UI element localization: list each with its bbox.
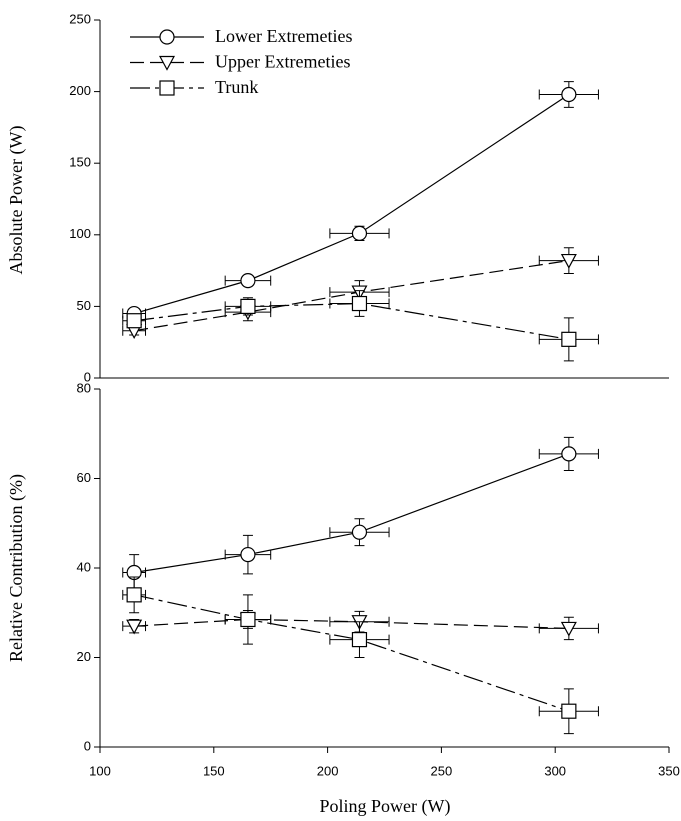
marker xyxy=(159,80,175,96)
marker xyxy=(240,611,256,628)
series-line xyxy=(134,259,569,332)
legend-label: Lower Extremeties xyxy=(215,26,352,46)
x-tick-label: 200 xyxy=(317,763,339,778)
y-tick-label: 250 xyxy=(69,11,91,26)
marker xyxy=(158,55,176,71)
y-axis-label: Absolute Power (W) xyxy=(6,126,27,275)
marker xyxy=(561,331,577,347)
y-tick-label: 40 xyxy=(77,559,91,574)
marker xyxy=(126,587,142,603)
marker xyxy=(351,524,368,540)
series-line xyxy=(134,302,569,340)
marker xyxy=(561,86,577,103)
y-tick-label: 20 xyxy=(77,649,91,664)
marker xyxy=(351,225,368,241)
y-tick-label: 60 xyxy=(77,470,91,485)
y-tick-label: 100 xyxy=(69,226,91,241)
x-tick-label: 250 xyxy=(431,763,453,778)
y-tick-label: 150 xyxy=(69,155,91,170)
series-line xyxy=(134,618,569,630)
y-tick-label: 200 xyxy=(69,83,91,98)
series-line xyxy=(134,594,570,712)
y-axis-label: Relative Contribution (%) xyxy=(6,474,27,662)
marker xyxy=(351,295,368,312)
marker xyxy=(560,253,577,269)
marker xyxy=(351,631,368,648)
marker xyxy=(240,298,256,314)
marker xyxy=(560,621,577,637)
y-tick-label: 0 xyxy=(84,738,91,753)
x-tick-label: 350 xyxy=(658,763,680,778)
series-line xyxy=(133,93,570,315)
x-tick-label: 300 xyxy=(544,763,566,778)
y-tick-label: 80 xyxy=(77,380,91,395)
x-axis-label: Poling Power (W) xyxy=(320,796,451,817)
marker xyxy=(126,313,142,329)
legend-label: Trunk xyxy=(215,77,258,97)
x-tick-label: 150 xyxy=(203,763,225,778)
y-tick-label: 50 xyxy=(77,298,91,313)
series-line xyxy=(134,453,570,574)
marker xyxy=(159,29,175,45)
marker xyxy=(240,546,256,563)
marker xyxy=(240,273,256,289)
legend-label: Upper Extremeties xyxy=(215,52,350,72)
marker xyxy=(126,619,143,635)
y-tick-label: 0 xyxy=(84,369,91,384)
x-tick-label: 100 xyxy=(89,763,111,778)
marker xyxy=(561,703,577,719)
marker xyxy=(561,446,577,462)
